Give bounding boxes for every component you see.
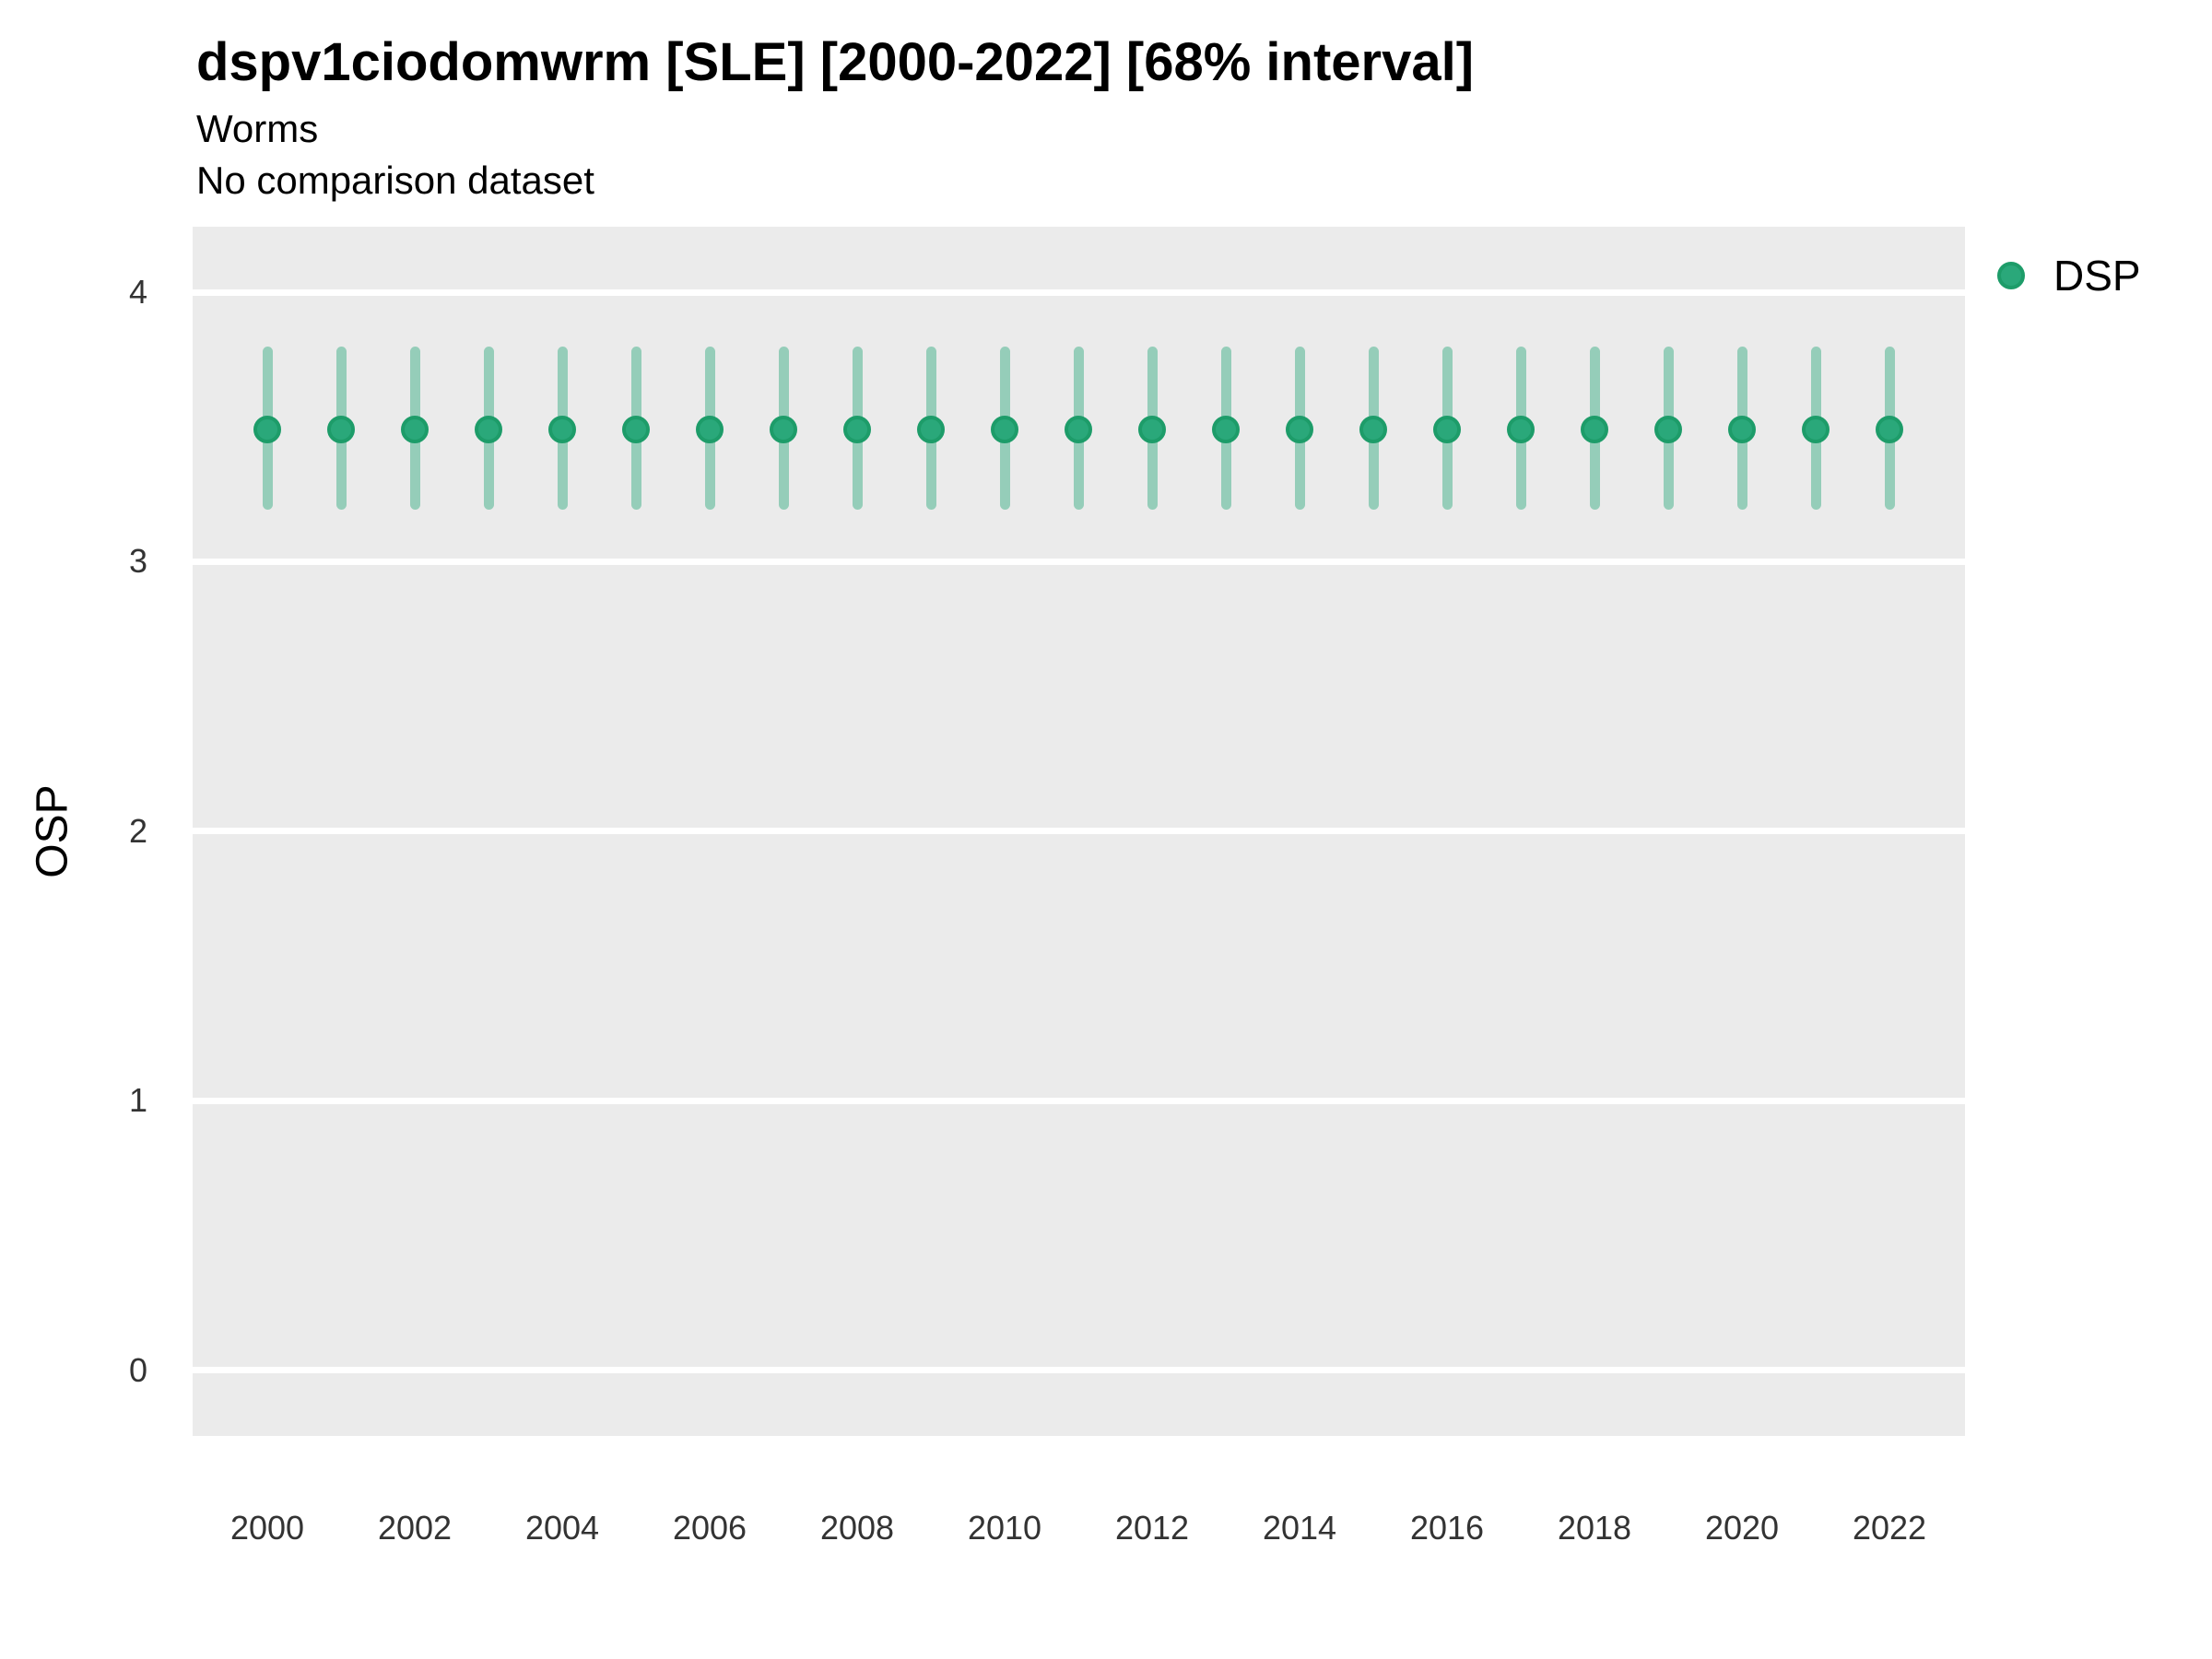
- data-point-2019: [1654, 416, 1682, 444]
- data-point-2005: [622, 416, 650, 444]
- chart-subtitle: Worms: [196, 107, 319, 150]
- y-tick-label: 2: [128, 811, 147, 850]
- gridline-y-2: [193, 828, 1965, 835]
- y-axis-title: OSP: [28, 784, 77, 878]
- data-point-2014: [1286, 416, 1313, 444]
- x-tick-label: 2010: [967, 1509, 1042, 1547]
- data-point-2007: [770, 416, 797, 444]
- data-point-2022: [1876, 416, 1903, 444]
- y-tick-label: 3: [128, 542, 147, 581]
- data-point-2015: [1359, 416, 1387, 444]
- legend-key-icon: [1997, 262, 2025, 289]
- gridline-y-3: [193, 558, 1965, 565]
- x-tick-label: 2002: [377, 1509, 453, 1547]
- x-tick-label: 2022: [1852, 1509, 1927, 1547]
- data-point-2016: [1433, 416, 1461, 444]
- data-point-2009: [917, 416, 945, 444]
- data-point-2002: [401, 416, 429, 444]
- comparison-note: No comparison dataset: [196, 159, 594, 202]
- data-point-2008: [843, 416, 871, 444]
- legend-item-dsp: DSP: [1997, 250, 2141, 301]
- data-point-2020: [1728, 416, 1756, 444]
- data-point-2004: [548, 416, 576, 444]
- gridline-y-0: [193, 1367, 1965, 1374]
- chart-title: dspv1ciodomwrm [SLE] [2000-2022] [68% in…: [196, 32, 1475, 92]
- y-tick-label: 0: [128, 1350, 147, 1389]
- data-point-2000: [253, 416, 281, 444]
- y-tick-label: 1: [128, 1081, 147, 1120]
- data-point-2003: [475, 416, 502, 444]
- gridline-y-4: [193, 288, 1965, 296]
- legend-label: DSP: [2053, 252, 2141, 300]
- data-point-2011: [1065, 416, 1092, 444]
- x-tick-label: 2014: [1262, 1509, 1337, 1547]
- x-tick-label: 2016: [1409, 1509, 1485, 1547]
- data-point-2018: [1581, 416, 1608, 444]
- x-tick-label: 2000: [229, 1509, 305, 1547]
- x-tick-label: 2012: [1114, 1509, 1190, 1547]
- data-point-2012: [1138, 416, 1166, 444]
- x-tick-label: 2020: [1704, 1509, 1780, 1547]
- x-tick-label: 2004: [524, 1509, 600, 1547]
- data-point-2010: [991, 416, 1018, 444]
- x-tick-label: 2006: [672, 1509, 747, 1547]
- y-tick-label: 4: [128, 273, 147, 311]
- x-tick-label: 2018: [1557, 1509, 1632, 1547]
- data-point-2001: [327, 416, 355, 444]
- plot-panel: [193, 227, 1965, 1436]
- data-point-2006: [696, 416, 724, 444]
- x-tick-label: 2008: [819, 1509, 895, 1547]
- gridline-y-1: [193, 1097, 1965, 1104]
- data-point-2017: [1507, 416, 1535, 444]
- data-point-2021: [1802, 416, 1830, 444]
- legend: DSP: [1997, 250, 2141, 301]
- data-point-2013: [1212, 416, 1240, 444]
